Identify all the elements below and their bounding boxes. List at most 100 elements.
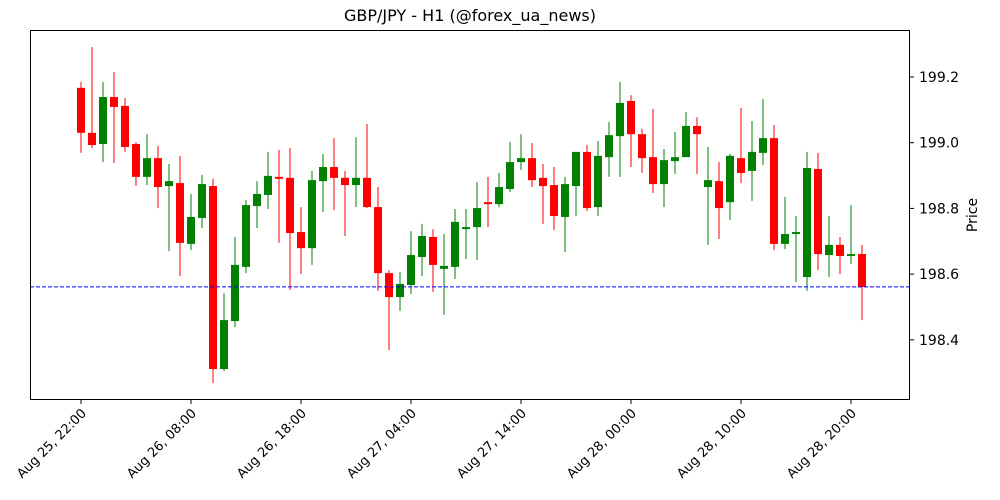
candle: [517, 134, 525, 170]
candle-body: [561, 184, 569, 217]
candle: [759, 99, 767, 166]
candle: [539, 164, 547, 224]
candle-body: [99, 97, 107, 145]
candle-body: [352, 177, 360, 186]
candle: [407, 231, 415, 295]
candle: [803, 151, 811, 291]
candle-body: [583, 151, 591, 209]
candle-body: [77, 87, 85, 133]
y-axis-label: Price: [965, 198, 981, 232]
candle: [682, 112, 690, 158]
candle-body: [473, 208, 481, 228]
y-tick-label: 199.0: [919, 136, 959, 152]
candle-body: [176, 183, 184, 243]
candle: [847, 205, 855, 264]
candle-body: [726, 155, 734, 203]
chart-title: GBP/JPY - H1 (@forex_ua_news): [344, 6, 596, 25]
candle: [341, 170, 349, 236]
candle: [330, 138, 338, 211]
candle: [220, 293, 228, 372]
candle-body: [550, 185, 558, 216]
plot-frame: [30, 30, 910, 400]
candle: [649, 108, 657, 193]
candle: [396, 272, 404, 311]
candle-body: [484, 202, 492, 205]
candles-layer: [77, 47, 866, 384]
candle: [528, 143, 536, 188]
x-axis: Aug 25, 22:00 Aug 26, 08:00 Aug 26, 18:00 A…: [14, 400, 860, 482]
candle: [264, 151, 272, 210]
candle-body: [781, 234, 789, 244]
candle-body: [264, 175, 272, 195]
candle: [165, 164, 173, 252]
candle-body: [693, 125, 701, 135]
candle-body: [803, 167, 811, 278]
candle-body: [143, 158, 151, 177]
candle: [858, 244, 866, 321]
candle: [286, 147, 294, 290]
candle-body: [759, 138, 767, 153]
candle-body: [363, 177, 371, 208]
candle-body: [594, 155, 602, 208]
candle-body: [154, 158, 162, 188]
x-tick-label: Aug 26, 18:00: [234, 406, 310, 482]
candle-body: [517, 158, 525, 163]
candle-body: [242, 205, 250, 267]
candle-body: [429, 236, 437, 265]
candle: [550, 167, 558, 231]
candle-body: [253, 193, 261, 207]
candle: [88, 47, 96, 148]
candle-body: [814, 168, 822, 255]
candle-body: [770, 138, 778, 244]
candle-body: [649, 157, 657, 185]
x-tick-label: Aug 28, 00:00: [564, 406, 640, 482]
candle: [440, 234, 448, 315]
x-tick-label: Aug 25, 22:00: [14, 406, 90, 482]
candle-body: [341, 177, 349, 186]
candle-body: [671, 157, 679, 162]
candle-body: [528, 158, 536, 181]
candle: [825, 215, 833, 278]
candle-body: [836, 244, 844, 257]
y-tick-label: 198.6: [919, 267, 959, 283]
candle: [726, 153, 734, 220]
candle-body: [462, 227, 470, 230]
candle: [704, 146, 712, 245]
candle: [429, 229, 437, 292]
candle-body: [132, 144, 140, 177]
candle-body: [275, 176, 283, 179]
candle: [836, 236, 844, 275]
candle: [374, 187, 382, 291]
candle: [770, 124, 778, 251]
candle: [308, 170, 316, 265]
candle: [176, 155, 184, 277]
candle: [385, 270, 393, 350]
candle: [693, 117, 701, 174]
candle-body: [715, 181, 723, 209]
x-tick-label: Aug 26, 08:00: [124, 406, 200, 482]
candle-body: [682, 125, 690, 158]
candle: [660, 148, 668, 208]
candle: [594, 141, 602, 216]
x-tick-label: Aug 27, 14:00: [454, 406, 530, 482]
candle-body: [638, 134, 646, 159]
candle: [671, 131, 679, 174]
candle-body: [704, 180, 712, 188]
candle-body: [330, 167, 338, 178]
candle: [506, 142, 514, 192]
candle-body: [231, 264, 239, 322]
candle-body: [627, 100, 635, 135]
candle-body: [451, 221, 459, 267]
x-tick-label: Aug 28, 10:00: [674, 406, 750, 482]
candle-body: [165, 181, 173, 187]
candle: [484, 176, 492, 228]
candle: [363, 123, 371, 209]
candle: [319, 153, 327, 213]
y-tick-label: 198.4: [919, 333, 959, 349]
candle: [99, 81, 107, 163]
candle: [242, 199, 250, 274]
candle-body: [308, 180, 316, 249]
candle: [110, 72, 118, 164]
candle-body: [374, 207, 382, 274]
candle-body: [396, 283, 404, 298]
